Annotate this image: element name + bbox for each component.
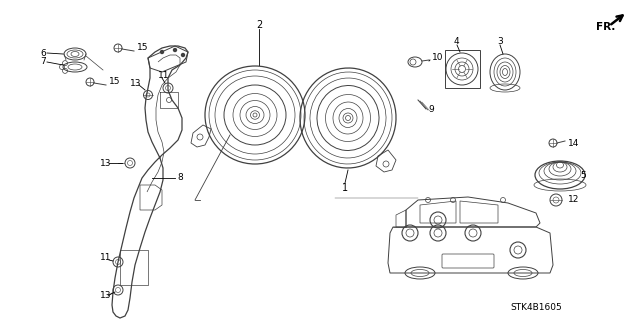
Text: 13: 13 [130,78,141,87]
Circle shape [161,50,163,54]
Circle shape [173,48,177,51]
Text: FR.: FR. [596,22,616,32]
Text: 10: 10 [432,54,444,63]
Text: 5: 5 [580,170,586,180]
Text: 3: 3 [497,38,503,47]
Text: 11: 11 [158,70,170,79]
Text: 15: 15 [137,43,148,53]
Text: 2: 2 [256,20,262,30]
Text: 13: 13 [100,292,111,300]
Text: STK4B1605: STK4B1605 [510,303,562,313]
Text: 15: 15 [109,78,120,86]
Text: 1: 1 [342,183,348,193]
Circle shape [182,54,184,56]
Text: 6: 6 [40,48,45,57]
Text: 12: 12 [568,196,579,204]
Text: 13: 13 [100,159,111,167]
Text: 11: 11 [100,254,111,263]
Bar [445,50,480,88]
Text: 4: 4 [454,38,460,47]
Text: 9: 9 [428,106,434,115]
Text: 7: 7 [40,57,45,66]
Text: 14: 14 [568,138,579,147]
Text: 8: 8 [177,174,183,182]
